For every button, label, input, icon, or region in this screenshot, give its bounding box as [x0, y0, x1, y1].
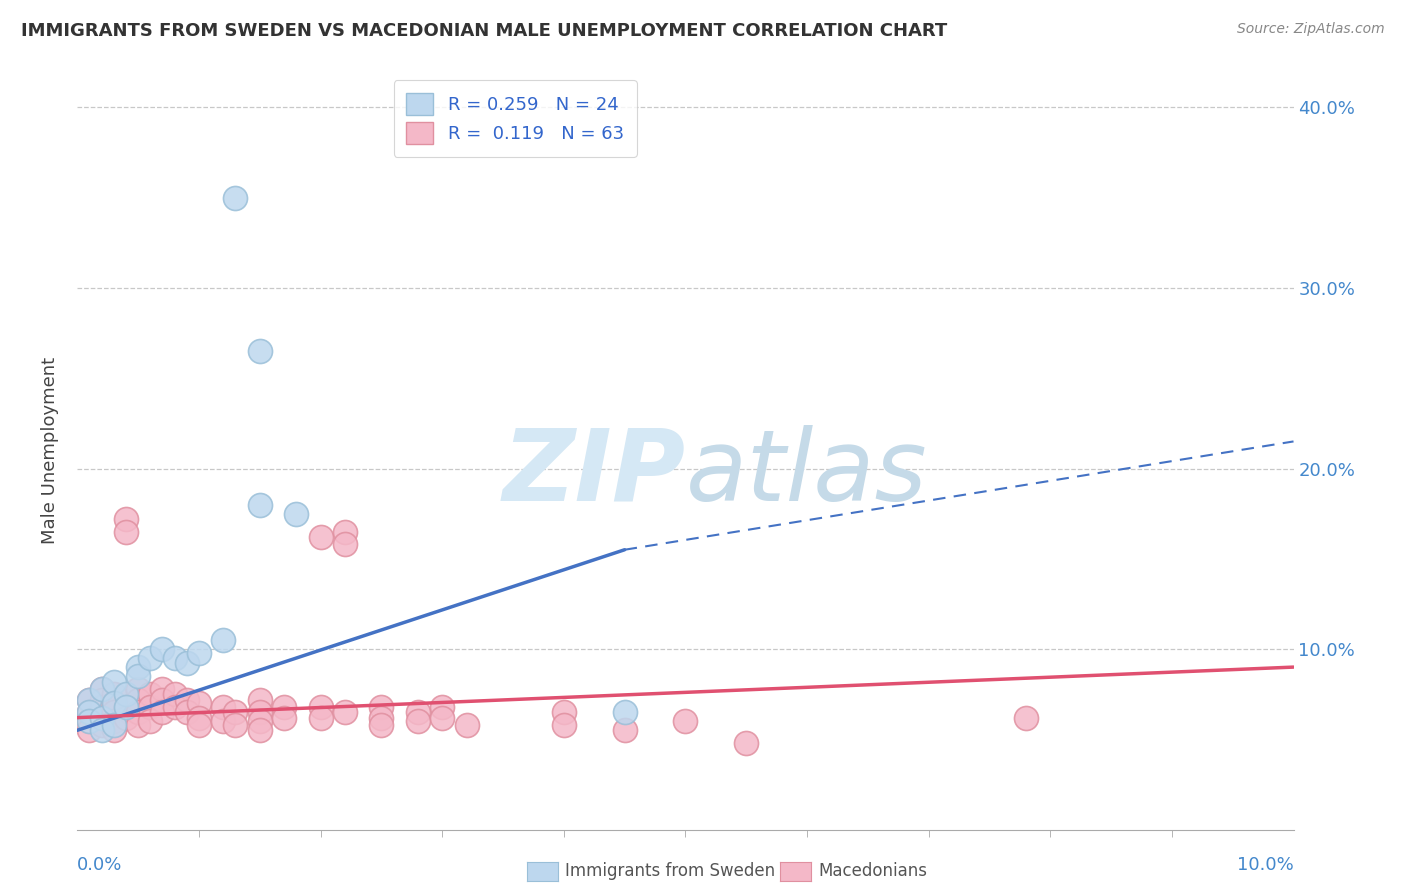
Point — [115, 699, 138, 714]
Text: IMMIGRANTS FROM SWEDEN VS MACEDONIAN MALE UNEMPLOYMENT CORRELATION CHART: IMMIGRANTS FROM SWEDEN VS MACEDONIAN MAL… — [21, 22, 948, 40]
Point — [249, 705, 271, 719]
Point — [370, 718, 392, 732]
Point — [127, 681, 149, 696]
Point — [249, 344, 271, 359]
Text: atlas: atlas — [686, 425, 927, 522]
Point — [115, 711, 138, 725]
Text: ZIP: ZIP — [502, 425, 686, 522]
Point — [103, 723, 125, 738]
Point — [212, 699, 235, 714]
Point — [613, 723, 636, 738]
Point — [249, 498, 271, 512]
Text: Source: ZipAtlas.com: Source: ZipAtlas.com — [1237, 22, 1385, 37]
Point — [1015, 711, 1038, 725]
Point — [127, 692, 149, 706]
Point — [103, 687, 125, 701]
Point — [152, 681, 174, 696]
Point — [79, 714, 101, 729]
Point — [188, 718, 211, 732]
Point — [309, 530, 332, 544]
Point — [90, 723, 112, 738]
Point — [103, 705, 125, 719]
Point — [675, 714, 697, 729]
Point — [90, 711, 112, 725]
Point — [333, 537, 356, 551]
Point — [90, 699, 112, 714]
Point — [79, 723, 101, 738]
Point — [90, 692, 112, 706]
Point — [370, 699, 392, 714]
Point — [103, 696, 125, 710]
Text: Immigrants from Sweden: Immigrants from Sweden — [565, 863, 775, 880]
Point — [249, 692, 271, 706]
Point — [127, 660, 149, 674]
Point — [139, 651, 162, 665]
Point — [139, 687, 162, 701]
Point — [79, 705, 101, 719]
Point — [139, 714, 162, 729]
Point — [273, 699, 295, 714]
Point — [224, 705, 246, 719]
Point — [115, 699, 138, 714]
Point — [115, 512, 138, 526]
Point — [309, 711, 332, 725]
Point — [188, 711, 211, 725]
Point — [127, 669, 149, 683]
Point — [188, 696, 211, 710]
Point — [103, 696, 125, 710]
Point — [152, 692, 174, 706]
Point — [224, 191, 246, 205]
Point — [333, 705, 356, 719]
Point — [115, 687, 138, 701]
Point — [152, 642, 174, 657]
Point — [127, 718, 149, 732]
Point — [176, 692, 198, 706]
Point — [79, 714, 101, 729]
Point — [273, 711, 295, 725]
Point — [285, 507, 308, 521]
Text: Macedonians: Macedonians — [818, 863, 928, 880]
Text: 0.0%: 0.0% — [77, 856, 122, 874]
Point — [79, 692, 101, 706]
Point — [152, 705, 174, 719]
Point — [406, 705, 429, 719]
Point — [163, 687, 186, 701]
Point — [333, 524, 356, 539]
Point — [309, 699, 332, 714]
Point — [430, 711, 453, 725]
Point — [249, 723, 271, 738]
Point — [553, 718, 575, 732]
Legend: R = 0.259   N = 24, R =  0.119   N = 63: R = 0.259 N = 24, R = 0.119 N = 63 — [394, 80, 637, 157]
Point — [212, 633, 235, 648]
Point — [90, 711, 112, 725]
Point — [103, 674, 125, 689]
Point — [90, 681, 112, 696]
Point — [90, 681, 112, 696]
Point — [176, 657, 198, 671]
Point — [90, 718, 112, 732]
Point — [103, 714, 125, 729]
Point — [79, 692, 101, 706]
Point — [212, 714, 235, 729]
Point — [613, 705, 636, 719]
Point — [176, 705, 198, 719]
Point — [163, 651, 186, 665]
Point — [735, 736, 758, 750]
Point — [163, 699, 186, 714]
Point — [370, 711, 392, 725]
Point — [456, 718, 478, 732]
Point — [430, 699, 453, 714]
Point — [127, 705, 149, 719]
Point — [115, 524, 138, 539]
Point — [103, 718, 125, 732]
Y-axis label: Male Unemployment: Male Unemployment — [41, 357, 59, 544]
Point — [224, 718, 246, 732]
Point — [249, 714, 271, 729]
Point — [406, 714, 429, 729]
Point — [553, 705, 575, 719]
Point — [79, 705, 101, 719]
Point — [188, 646, 211, 660]
Text: 10.0%: 10.0% — [1237, 856, 1294, 874]
Point — [139, 699, 162, 714]
